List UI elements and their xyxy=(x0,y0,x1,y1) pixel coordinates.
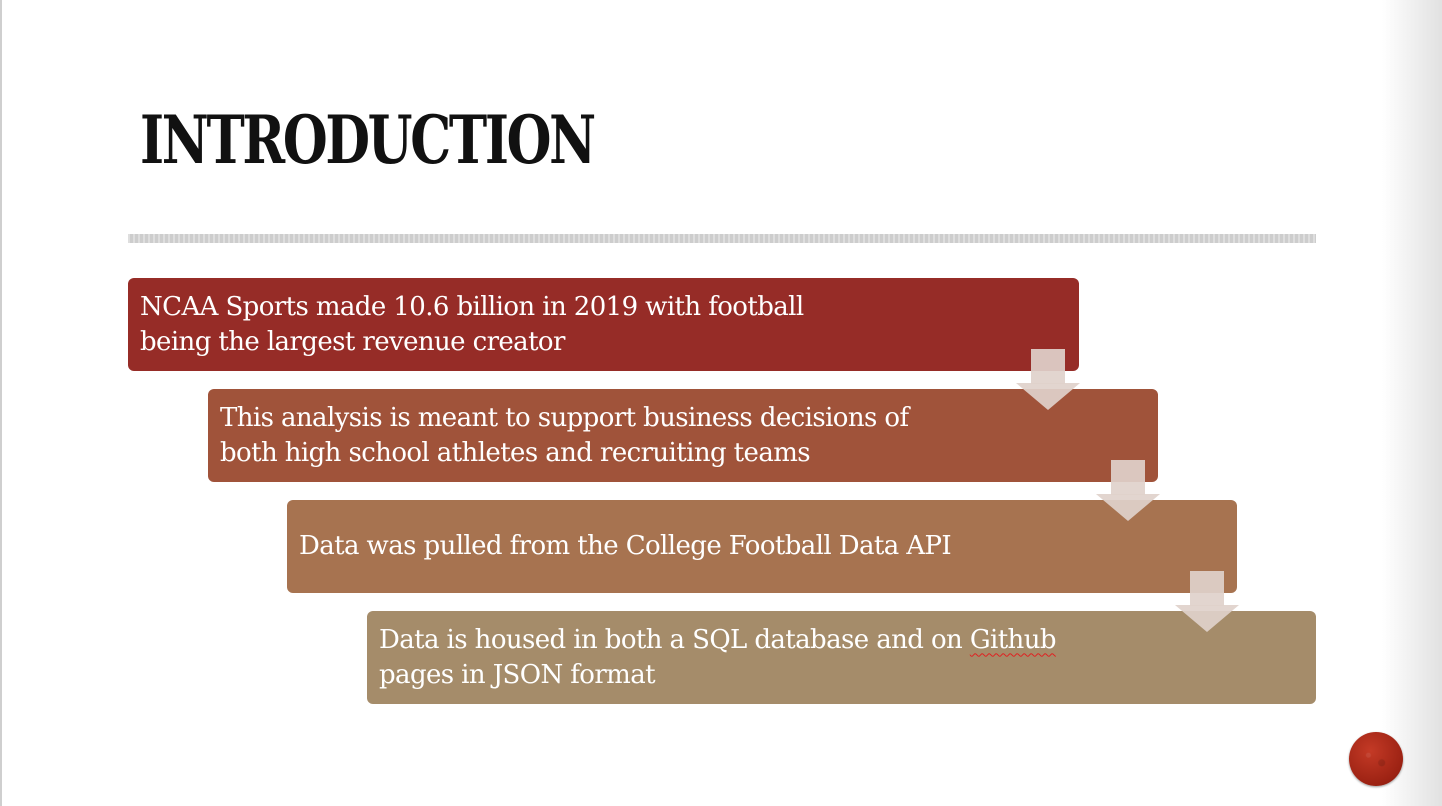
slide-nav-button[interactable] xyxy=(1349,732,1403,786)
process-step-1-line2: being the largest revenue creator xyxy=(140,326,565,357)
slide-title[interactable]: INTRODUCTION xyxy=(140,101,596,179)
spellcheck-underlined-word[interactable]: Github xyxy=(969,624,1057,655)
slide-left-edge xyxy=(0,0,2,806)
title-divider xyxy=(128,234,1316,243)
process-step-1-line1: NCAA Sports made 10.6 billion in 2019 wi… xyxy=(140,291,804,322)
down-arrow-icon xyxy=(1016,349,1080,411)
down-arrow-icon xyxy=(1096,460,1160,522)
process-step-3-text: Data was pulled from the College Footbal… xyxy=(299,529,952,564)
slide-right-shadow xyxy=(1382,0,1442,806)
process-step-2-line2: both high school athletes and recruiting… xyxy=(220,437,811,468)
process-step-4-line1-start: Data is housed in both a SQL database an… xyxy=(379,624,970,655)
process-step-4-text: Data is housed in both a SQL database an… xyxy=(379,623,1057,693)
down-arrow-head xyxy=(1096,494,1160,521)
slide-nav-circle-icon xyxy=(1357,740,1395,778)
down-arrow-icon xyxy=(1175,571,1239,633)
process-step-2[interactable]: This analysis is meant to support busine… xyxy=(208,389,1158,482)
down-arrow-head xyxy=(1175,605,1239,632)
process-step-3[interactable]: Data was pulled from the College Footbal… xyxy=(287,500,1237,593)
down-arrow-stem xyxy=(1190,571,1224,606)
process-step-2-line1: This analysis is meant to support busine… xyxy=(220,402,909,433)
process-step-2-text: This analysis is meant to support busine… xyxy=(220,401,909,471)
down-arrow-stem xyxy=(1031,349,1065,384)
down-arrow-head xyxy=(1016,383,1080,410)
process-step-1[interactable]: NCAA Sports made 10.6 billion in 2019 wi… xyxy=(128,278,1079,371)
process-step-3-line1: Data was pulled from the College Footbal… xyxy=(299,531,952,561)
process-step-4-line2: pages in JSON format xyxy=(379,659,656,690)
down-arrow-stem xyxy=(1111,460,1145,495)
process-step-4[interactable]: Data is housed in both a SQL database an… xyxy=(367,611,1316,704)
process-step-1-text: NCAA Sports made 10.6 billion in 2019 wi… xyxy=(140,290,804,360)
